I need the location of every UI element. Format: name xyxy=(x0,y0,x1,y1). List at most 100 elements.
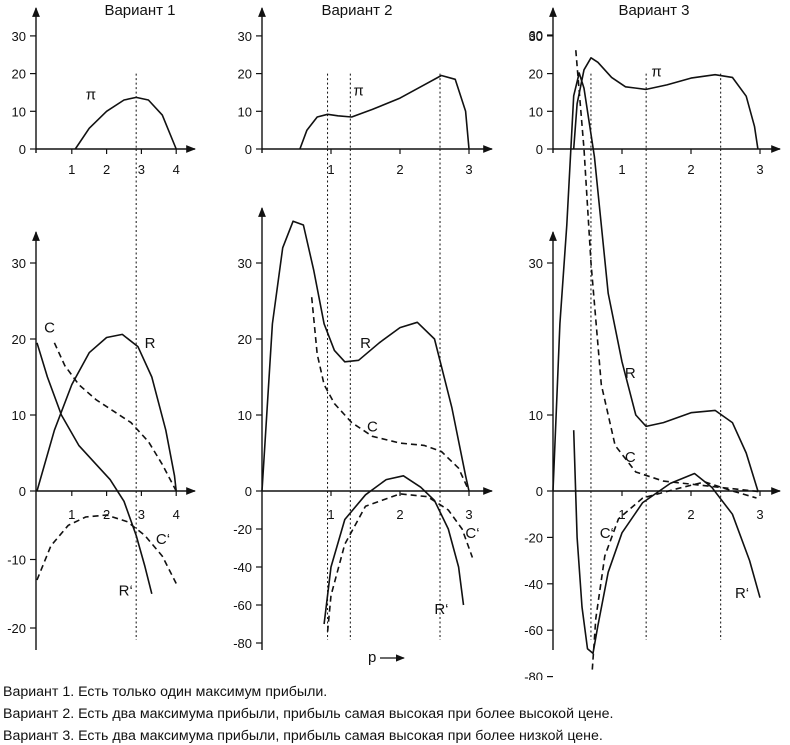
value-y-tick-label: 30 xyxy=(12,256,26,271)
value-y-tick-label: -60 xyxy=(233,598,252,613)
value-y-tick-label: 10 xyxy=(529,408,543,423)
profit-y-tick-label: 20 xyxy=(529,67,543,82)
profit-curve xyxy=(74,96,177,150)
curve-label: C‘ xyxy=(465,525,479,542)
profit-panel: 0 10 20 30 1 2 3 π xyxy=(238,7,493,177)
value-x-tick-label: 3 xyxy=(465,507,472,522)
value-y-tick-label: -60 xyxy=(524,623,543,638)
value-y-tick-label: -80 xyxy=(524,670,543,680)
profit-x-tick-label: 1 xyxy=(327,162,334,177)
value-y-tick-label: -40 xyxy=(524,577,543,592)
value-x-tick-label: 3 xyxy=(138,507,145,522)
profit-x-tick-label: 1 xyxy=(68,162,75,177)
curve-r xyxy=(36,333,177,492)
curve-r xyxy=(261,220,470,492)
curve-r xyxy=(552,72,759,492)
curve-c xyxy=(53,342,177,492)
curve-label: C‘ xyxy=(600,525,614,542)
value-y-tick-label: 0 xyxy=(536,484,543,499)
value-y-tick-label: 30 xyxy=(529,256,543,271)
profit-x-tick-label: 3 xyxy=(756,162,763,177)
value-x-tick-label: 1 xyxy=(618,507,625,522)
curve-label: C‘ xyxy=(156,531,170,548)
curve-c xyxy=(575,50,761,493)
curve-label: R xyxy=(360,335,371,352)
profit-x-tick-label: 2 xyxy=(396,162,403,177)
value-x-tick-label: 2 xyxy=(687,507,694,522)
value-x-tick-label: 1 xyxy=(68,507,75,522)
variant-title: Вариант 2 xyxy=(321,2,392,19)
profit-y-tick-label: 0 xyxy=(245,142,252,157)
profit-x-tick-label: 3 xyxy=(465,162,472,177)
x-axis-label-text: p xyxy=(368,649,376,666)
curve-label: C xyxy=(625,449,636,466)
curve-label: R‘ xyxy=(119,582,133,599)
curve-r-prime xyxy=(323,475,465,625)
profit-panel: 0 10 20 30 1 2 3 4 π xyxy=(12,7,196,177)
curve-c-prime xyxy=(36,514,177,584)
value-y-tick-label: -20 xyxy=(524,530,543,545)
value-y-tick-label: -20 xyxy=(7,621,26,636)
value-y-tick-label: 0 xyxy=(245,484,252,499)
profit-y-tick-label: 30 xyxy=(238,29,252,44)
profit-x-tick-label: 4 xyxy=(173,162,180,177)
profit-y-tick-label: 0 xyxy=(19,142,26,157)
curve-r-prime xyxy=(572,430,761,655)
value-y-tick-label: 10 xyxy=(12,408,26,423)
variant-title: Вариант 3 xyxy=(618,2,689,19)
value-y-tick-label: -10 xyxy=(7,553,26,568)
curve-c-prime xyxy=(591,481,757,670)
caption-line-1: Вариант 1. Есть только один максимум при… xyxy=(3,684,328,700)
value-x-tick-label: 4 xyxy=(173,507,180,522)
caption-line-2: Вариант 2. Есть два максимума прибыли, п… xyxy=(3,706,614,722)
profit-curve xyxy=(299,74,470,150)
variant-2: Вариант 2 0 10 20 30 1 2 3 π 30 20 10 0 -20 -40 -60 -80 1… xyxy=(233,2,493,651)
profit-y-tick-label: 10 xyxy=(12,104,26,119)
value-y-tick-label: -20 xyxy=(233,522,252,537)
profit-y-tick-label: 30 xyxy=(12,29,26,44)
value-x-tick-label: 1 xyxy=(327,507,334,522)
profit-curve xyxy=(572,57,759,150)
curve-c xyxy=(310,297,470,492)
profit-y-tick-label: 20 xyxy=(12,67,26,82)
curve-label: R‘ xyxy=(434,601,448,618)
value-panel: 30 20 10 0 -20 -40 -60 -80 1 2 3 R C C‘ R‘ xyxy=(233,207,493,651)
value-y-tick-label: -80 xyxy=(233,636,252,651)
curve-label: R xyxy=(625,365,636,382)
curve-label: R xyxy=(145,335,156,352)
profit-y-tick-label: 0 xyxy=(536,142,543,157)
value-y-tick-label: 60 xyxy=(529,28,543,43)
value-y-tick-label: 20 xyxy=(238,332,252,347)
profit-label: π xyxy=(651,64,661,81)
profit-y-tick-label: 10 xyxy=(238,104,252,119)
value-x-tick-label: 2 xyxy=(396,507,403,522)
profit-label: π xyxy=(353,83,363,100)
curve-label: C xyxy=(44,320,55,337)
value-x-tick-label: 3 xyxy=(756,507,763,522)
value-y-tick-label: -40 xyxy=(233,560,252,575)
profit-x-tick-label: 1 xyxy=(618,162,625,177)
profit-x-tick-label: 2 xyxy=(103,162,110,177)
value-y-tick-label: 0 xyxy=(19,484,26,499)
variant-title: Вариант 1 xyxy=(104,2,175,19)
profit-panel: 0 10 20 30 1 2 3 π xyxy=(529,7,781,177)
profit-x-tick-label: 3 xyxy=(138,162,145,177)
profit-y-tick-label: 10 xyxy=(529,104,543,119)
caption-line-3: Вариант 3. Есть два максимума прибыли, п… xyxy=(3,728,603,744)
value-y-tick-label: 20 xyxy=(12,332,26,347)
value-y-tick-label: 10 xyxy=(238,408,252,423)
profit-x-tick-label: 2 xyxy=(687,162,694,177)
curve-r-prime xyxy=(36,342,153,594)
curve-c-prime xyxy=(326,493,474,632)
curve-label: C xyxy=(367,418,378,435)
x-axis-label: p xyxy=(368,649,405,666)
curve-label: R‘ xyxy=(735,585,749,602)
profit-y-tick-label: 20 xyxy=(238,67,252,82)
profit-label: π xyxy=(86,86,96,103)
profit-y-tick-label: 30 xyxy=(529,29,543,44)
